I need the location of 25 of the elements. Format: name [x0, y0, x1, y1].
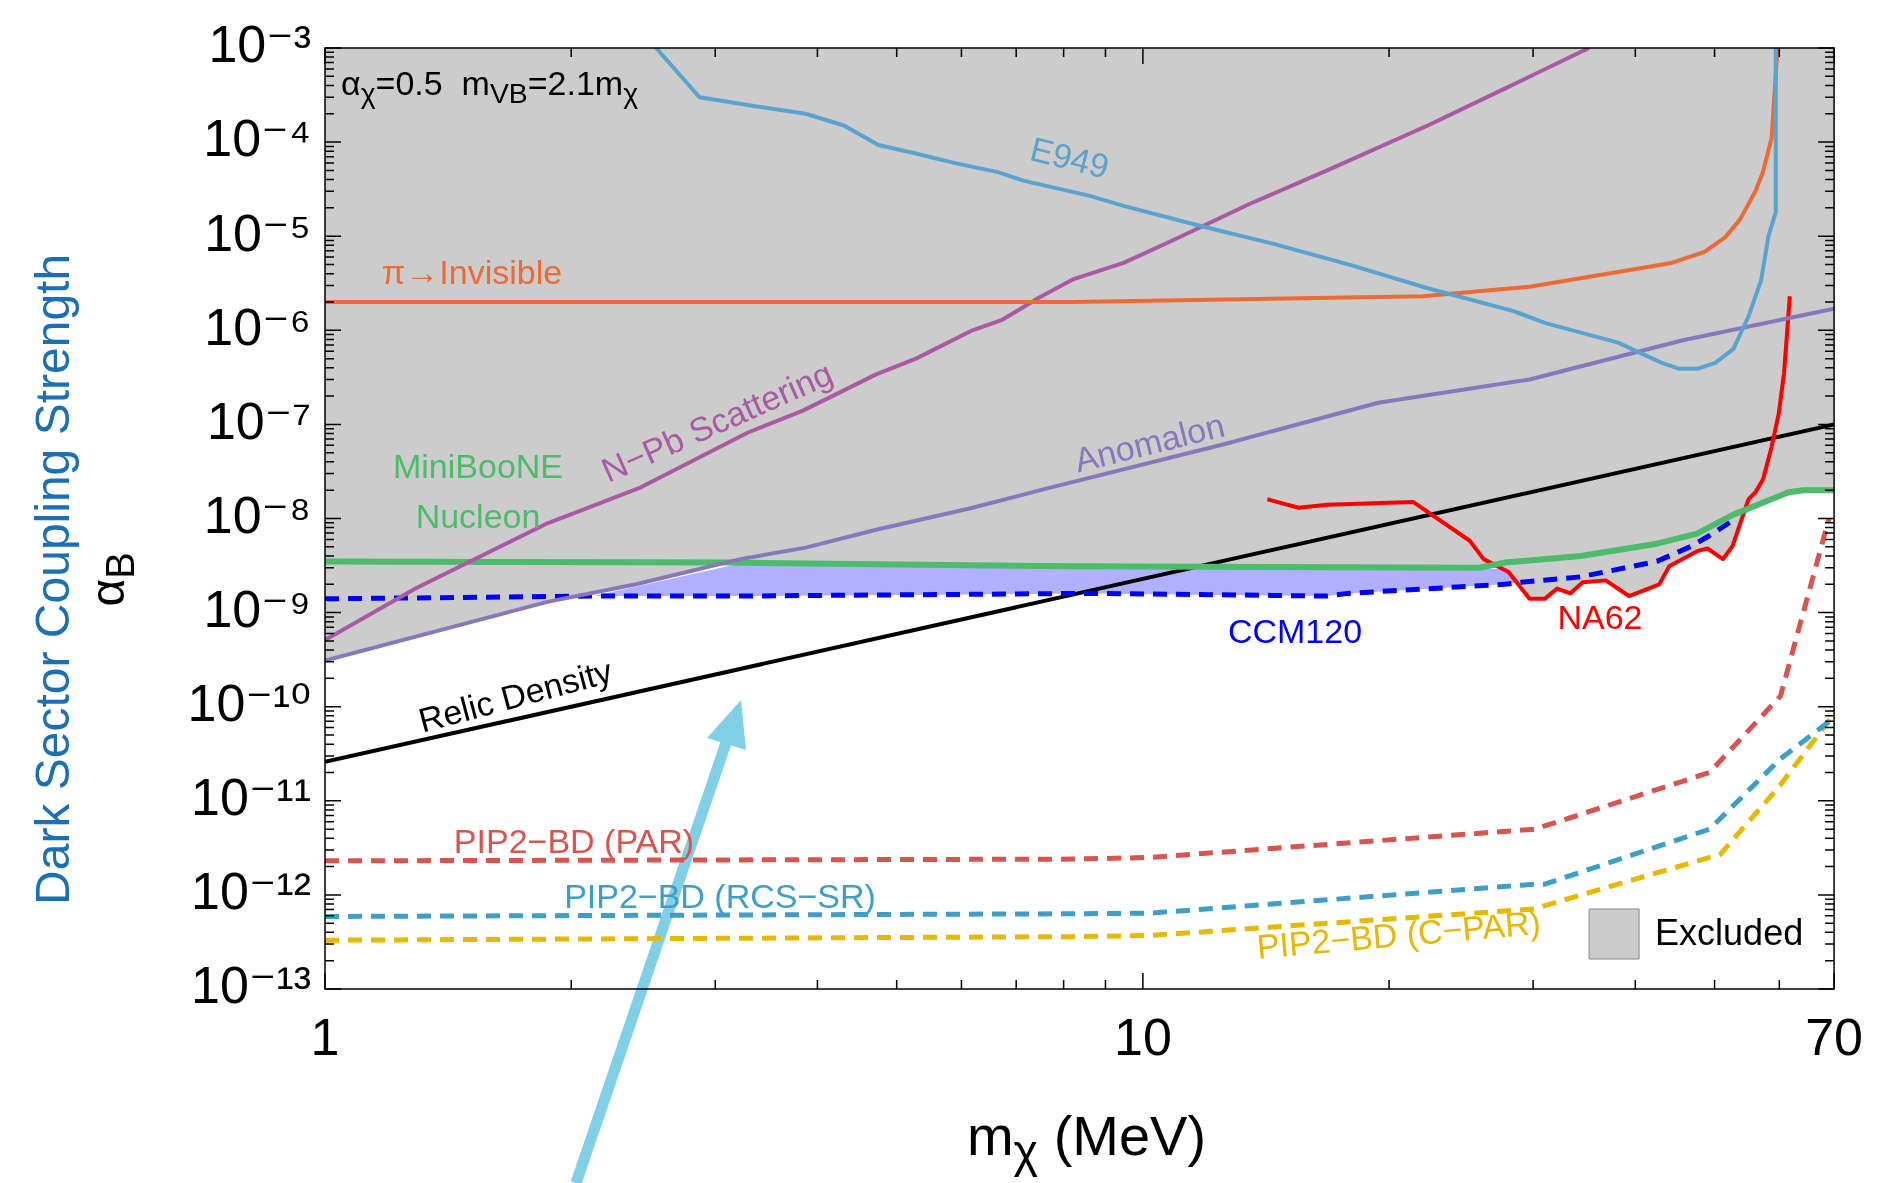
x-axis-title: m$_{χ}$ (MeV): [965, 1104, 1208, 1178]
annotation: α$_{χ}$=0.5 m$_{V}$$_{B}$=2.1m$_{χ}$: [341, 64, 639, 109]
text: Anomalon: [1070, 405, 1229, 480]
y-tick-label: 10⁻¹³: [191, 956, 311, 1015]
x-tick-label: 1: [310, 1007, 340, 1066]
y-tick-label: 10⁻³: [208, 15, 311, 74]
y-tick-label: 10⁻⁹: [203, 579, 311, 638]
y-tick-label: 10⁻¹¹: [191, 768, 311, 827]
x-tick-label: 10: [1113, 1007, 1172, 1066]
series-label: π→Invisible: [381, 253, 563, 292]
series-label: NA62: [1557, 598, 1643, 637]
series-label: MiniBooNE Nucleon: [392, 447, 564, 536]
series-label: PIP2−BD (C−PAR): [1255, 903, 1543, 966]
legend-label: Excluded: [1655, 911, 1804, 953]
y-tick-label: 10⁻¹⁰: [187, 674, 311, 733]
y-tick-label: 10⁻⁶: [204, 297, 311, 356]
y-tick-label: 10⁻⁴: [203, 109, 311, 168]
series-label: CCM120: [1227, 612, 1363, 651]
text: E949: [1026, 129, 1113, 186]
y-tick-label: 10⁻⁸: [203, 485, 311, 544]
legend-label: Relic Density: [414, 651, 617, 740]
y-tick-label: 10⁻¹²: [191, 862, 311, 921]
y-tick-label: 10⁻⁷: [206, 391, 311, 450]
y-tick-label: 10⁻⁵: [204, 203, 311, 262]
x-tick-label: 70: [1805, 1007, 1863, 1066]
